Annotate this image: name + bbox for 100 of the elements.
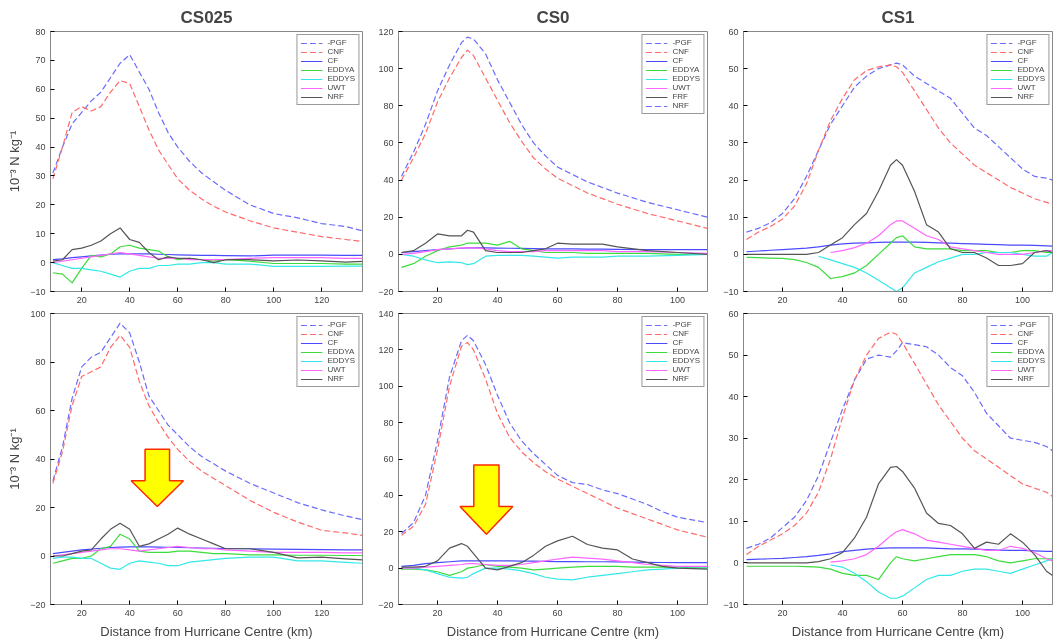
y-tick-label: 30 — [35, 170, 46, 181]
y-tick-label: 120 — [378, 26, 394, 37]
x-tick-label: 100 — [1014, 607, 1031, 618]
legend-label: UWT — [672, 365, 692, 374]
legend-label: NRF — [1017, 92, 1035, 101]
legend-label: CF — [327, 56, 340, 65]
y-tick-label: 80 — [35, 357, 46, 367]
x-tick-label: 100 — [266, 294, 282, 305]
y-tick-label: −20 — [30, 599, 46, 610]
legend-label: CF — [672, 338, 685, 347]
y-tick-label: 10 — [728, 516, 739, 527]
y-tick-label: 60 — [383, 454, 394, 464]
legend-label: EDDYA — [672, 65, 700, 74]
x-tick-label: 40 — [124, 294, 135, 305]
legend-label: EDDYS — [672, 356, 700, 365]
y-tick-label: 20 — [383, 212, 394, 223]
chart-title: CS1 — [881, 7, 915, 27]
y-tick-label: −10 — [30, 286, 46, 297]
y-axis-title: 10⁻³ N kg⁻¹ — [7, 427, 23, 490]
y-tick-label: 0 — [733, 557, 739, 568]
y-tick-label: 20 — [35, 199, 46, 210]
legend-label: CF — [1017, 56, 1030, 65]
x-tick-label: 100 — [669, 607, 686, 618]
y-tick-label: 60 — [728, 308, 739, 319]
x-tick-label: 40 — [837, 607, 848, 618]
x-tick-label: 80 — [957, 607, 968, 618]
y-tick-label: 60 — [35, 405, 46, 416]
y-tick-label: 50 — [728, 350, 739, 361]
y-tick-label: 100 — [378, 63, 394, 74]
legend-label: EDDYA — [327, 65, 355, 74]
y-tick-label: 20 — [728, 474, 739, 485]
y-tick-label: 30 — [728, 137, 739, 148]
y-tick-label: 50 — [728, 63, 739, 74]
x-tick-label: 100 — [266, 607, 282, 618]
legend-label: UWT — [672, 83, 692, 92]
x-tick-label: 20 — [432, 294, 443, 305]
x-axis-title: Distance from Hurricane Centre (km) — [791, 623, 1005, 639]
y-tick-label: 80 — [383, 100, 394, 111]
legend-label: -PGF — [327, 320, 348, 329]
y-tick-label: 0 — [733, 249, 739, 260]
y-tick-label: −10 — [723, 599, 739, 610]
y-tick-label: −20 — [378, 599, 394, 610]
y-tick-label: 80 — [35, 26, 46, 37]
y-tick-label: 10 — [728, 212, 739, 223]
x-tick-label: 120 — [314, 294, 330, 305]
y-tick-label: 0 — [388, 249, 394, 260]
y-tick-label: 100 — [378, 381, 394, 392]
y-tick-label: 0 — [388, 563, 394, 574]
legend-label: -PGF — [672, 320, 693, 329]
legend-label: CNF — [672, 47, 690, 56]
y-tick-label: 40 — [35, 142, 46, 153]
y-tick-label: 120 — [378, 344, 394, 355]
x-tick-label: 60 — [897, 607, 908, 618]
legend-label: EDDYS — [1017, 74, 1045, 83]
x-tick-label: 80 — [220, 607, 231, 618]
x-tick-label: 80 — [220, 294, 231, 305]
y-tick-label: 0 — [40, 551, 46, 561]
x-tick-label: 40 — [492, 294, 503, 305]
legend-label: UWT — [1017, 83, 1037, 92]
x-tick-label: 60 — [897, 294, 908, 305]
chart-title: CS0 — [536, 7, 570, 27]
x-tick-label: 80 — [612, 294, 623, 305]
legend-label: CF — [327, 338, 340, 347]
y-tick-label: 20 — [383, 526, 394, 537]
legend-label: CF — [1017, 338, 1030, 347]
legend-label: -PGF — [672, 38, 693, 47]
legend-label: NRF — [672, 101, 690, 110]
y-tick-label: −20 — [378, 286, 394, 297]
legend-label: UWT — [327, 83, 347, 92]
y-tick-label: −10 — [723, 286, 739, 297]
legend-label: -PGF — [327, 38, 348, 47]
x-tick-label: 40 — [837, 294, 848, 305]
legend-label: EDDYA — [1017, 347, 1045, 356]
y-tick-label: 70 — [35, 55, 46, 66]
legend-label: EDDYA — [672, 347, 700, 356]
x-tick-label: 20 — [432, 607, 443, 618]
x-tick-label: 120 — [314, 607, 330, 618]
y-tick-label: 140 — [378, 308, 394, 319]
legend-label: NRF — [327, 374, 345, 383]
x-tick-label: 20 — [76, 607, 87, 618]
x-axis-title: Distance from Hurricane Centre (km) — [100, 623, 313, 639]
y-tick-label: 40 — [35, 454, 46, 464]
x-tick-label: 40 — [492, 607, 503, 618]
legend-label: CNF — [1017, 47, 1035, 56]
y-tick-label: 100 — [30, 308, 46, 319]
y-tick-label: 40 — [383, 490, 394, 501]
y-tick-label: 0 — [40, 257, 46, 268]
y-tick-label: 60 — [35, 84, 46, 95]
y-tick-label: 60 — [728, 26, 739, 37]
x-tick-label: 20 — [777, 607, 788, 618]
legend-label: NRF — [672, 374, 690, 383]
y-tick-label: 50 — [35, 113, 46, 124]
legend-label: CNF — [327, 47, 345, 56]
legend-label: EDDYA — [1017, 65, 1045, 74]
x-tick-label: 80 — [612, 607, 623, 618]
x-tick-label: 60 — [552, 607, 563, 618]
legend-label: -PGF — [1017, 320, 1038, 329]
legend-label: UWT — [327, 365, 347, 374]
x-tick-label: 100 — [1014, 294, 1031, 305]
legend-label: -PGF — [1017, 38, 1038, 47]
